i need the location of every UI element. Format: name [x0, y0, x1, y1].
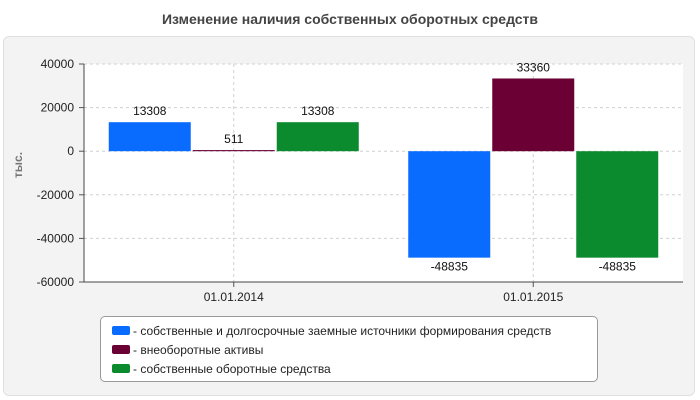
legend-swatch: [112, 326, 130, 336]
chart-title: Изменение наличия собственных оборотных …: [161, 11, 539, 27]
legend-item: - собственные оборотные средства: [112, 360, 597, 379]
bar: [192, 150, 275, 152]
y-tick-label: -60000: [37, 275, 75, 289]
y-tick-label: 40000: [41, 57, 75, 71]
legend-label: - собственные и долгосрочные заемные ист…: [133, 324, 552, 338]
legend-item: - собственные и долгосрочные заемные ист…: [112, 322, 597, 341]
bars: [108, 78, 659, 258]
y-axis-label: тыс.: [11, 152, 25, 178]
bar: [492, 78, 575, 152]
bar: [108, 122, 191, 152]
legend-item: - внеоборотные активы: [112, 341, 597, 360]
y-tick-label: -40000: [37, 231, 75, 245]
x-tick-label: 01.01.2014: [204, 290, 264, 304]
data-labels: 13308 511 13308 -48835 33360 -48835: [133, 60, 636, 273]
y-tick-label: 20000: [41, 101, 75, 115]
x-tick-label: 01.01.2015: [503, 290, 563, 304]
bar: [576, 151, 659, 258]
data-label: 13308: [301, 104, 335, 118]
data-label: -48835: [599, 260, 637, 274]
y-tick-label: 0: [67, 144, 74, 158]
data-label: -48835: [431, 260, 469, 274]
data-label: 13308: [133, 104, 167, 118]
bar: [408, 151, 491, 258]
y-tick-label: -20000: [37, 188, 75, 202]
legend-label: - внеоборотные активы: [133, 343, 264, 357]
axes: 40000 20000 0 -20000 -40000 -60000 01.01.2014 0…: [37, 57, 683, 304]
legend-label: - собственные оборотные средства: [133, 362, 331, 376]
legend-swatch: [112, 364, 130, 374]
chart-legend: - собственные и долгосрочные заемные ист…: [100, 316, 598, 382]
data-label: 511: [224, 132, 243, 146]
bar: [276, 122, 359, 152]
data-label: 33360: [517, 60, 551, 74]
legend-swatch: [112, 345, 130, 355]
